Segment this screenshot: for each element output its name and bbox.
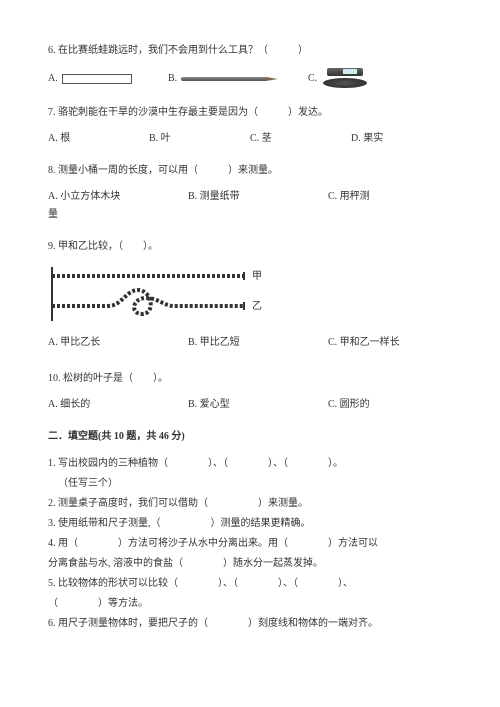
q8-option-a: A. 小立方体木块 bbox=[48, 188, 188, 206]
q6-option-c: C. bbox=[308, 68, 452, 90]
fill-q1-b: （任写三个） bbox=[48, 474, 452, 493]
q6-option-a: A. bbox=[48, 70, 168, 88]
question-8-options: A. 小立方体木块 B. 测量纸带 C. 用秤测 bbox=[48, 188, 452, 206]
q8-option-c: C. 用秤测 bbox=[328, 188, 452, 206]
pencil-icon bbox=[181, 77, 281, 81]
q9-option-c: C. 甲和乙一样长 bbox=[328, 334, 452, 352]
question-9-text: 9. 甲和乙比较，（ ）。 bbox=[48, 238, 452, 256]
question-9: 9. 甲和乙比较，（ ）。 甲 乙 A. 甲比乙长 B. 甲比乙短 C. 甲和乙… bbox=[48, 238, 452, 352]
fill-q4-a: 4. 用（ ）方法可将沙子从水中分离出来。用（ ）方法可以 bbox=[48, 534, 452, 553]
fill-q2: 2. 测量桌子高度时，我们可以借助（ ）来测量。 bbox=[48, 494, 452, 513]
question-10-options: A. 细长的 B. 爱心型 C. 圆形的 bbox=[48, 396, 452, 414]
q10-option-b: B. 爱心型 bbox=[188, 396, 328, 414]
q8-option-b: B. 测量纸带 bbox=[188, 188, 328, 206]
q6-option-b: B. bbox=[168, 70, 308, 88]
question-7: 7. 骆驼刺能在干旱的沙漠中生存最主要是因为（ ）发达。 A. 根 B. 叶 C… bbox=[48, 104, 452, 148]
question-8-text: 8. 测量小桶一周的长度，可以用（ ）来测量。 bbox=[48, 162, 452, 180]
question-7-options: A. 根 B. 叶 C. 茎 D. 果实 bbox=[48, 130, 452, 148]
scale-icon bbox=[321, 68, 369, 90]
fill-q1-a: 1. 写出校园内的三种植物（ ）、（ ）、（ ）。 bbox=[48, 454, 452, 473]
q7-option-c: C. 茎 bbox=[250, 130, 351, 148]
question-10: 10. 松树的叶子是（ ）。 A. 细长的 B. 爱心型 C. 圆形的 bbox=[48, 370, 452, 414]
q10-option-c: C. 圆形的 bbox=[328, 396, 452, 414]
fill-q5-a: 5. 比较物体的形状可以比较（ ）、（ ）、（ ）、 bbox=[48, 574, 452, 593]
ruler-icon bbox=[62, 74, 132, 84]
fill-q3: 3. 使用纸带和尺子测量,（ ）测量的结果更精确。 bbox=[48, 514, 452, 533]
q9-option-a: A. 甲比乙长 bbox=[48, 334, 188, 352]
q6-opt-b-label: B. bbox=[168, 70, 177, 88]
question-10-text: 10. 松树的叶子是（ ）。 bbox=[48, 370, 452, 388]
q6-opt-a-label: A. bbox=[48, 70, 58, 88]
q7-option-b: B. 叶 bbox=[149, 130, 250, 148]
q10-option-a: A. 细长的 bbox=[48, 396, 188, 414]
question-7-text: 7. 骆驼刺能在干旱的沙漠中生存最主要是因为（ ）发达。 bbox=[48, 104, 452, 122]
fill-q4-b: 分离食盐与水, 溶液中的食盐（ ）随水分一起蒸发掉。 bbox=[48, 554, 452, 573]
fill-q5-b: （ ）等方法。 bbox=[48, 594, 452, 613]
rope-label-jia: 甲 bbox=[252, 268, 262, 286]
q8-continuation: 量 bbox=[48, 206, 452, 224]
q9-option-b: B. 甲比乙短 bbox=[188, 334, 328, 352]
fill-in-questions: 1. 写出校园内的三种植物（ ）、（ ）、（ ）。 （任写三个） 2. 测量桌子… bbox=[48, 454, 452, 633]
fill-q6: 6. 用尺子测量物体时，要把尺子的（ ）刻度线和物体的一端对齐。 bbox=[48, 614, 452, 633]
q7-option-a: A. 根 bbox=[48, 130, 149, 148]
rope-figure: 甲 乙 bbox=[48, 264, 258, 324]
question-6-options: A. B. C. bbox=[48, 68, 452, 90]
question-6-text: 6. 在比赛纸蛙跳远时，我们不会用到什么工具？（ ） bbox=[48, 42, 452, 60]
q7-option-d: D. 果实 bbox=[351, 130, 452, 148]
q6-opt-c-label: C. bbox=[308, 70, 317, 88]
section-2-title: 二．填空题(共 10 题，共 46 分) bbox=[48, 428, 452, 446]
question-6: 6. 在比赛纸蛙跳远时，我们不会用到什么工具？（ ） A. B. C. bbox=[48, 42, 452, 90]
question-8: 8. 测量小桶一周的长度，可以用（ ）来测量。 A. 小立方体木块 B. 测量纸… bbox=[48, 162, 452, 224]
rope-label-yi: 乙 bbox=[252, 298, 262, 316]
question-9-options: A. 甲比乙长 B. 甲比乙短 C. 甲和乙一样长 bbox=[48, 334, 452, 352]
